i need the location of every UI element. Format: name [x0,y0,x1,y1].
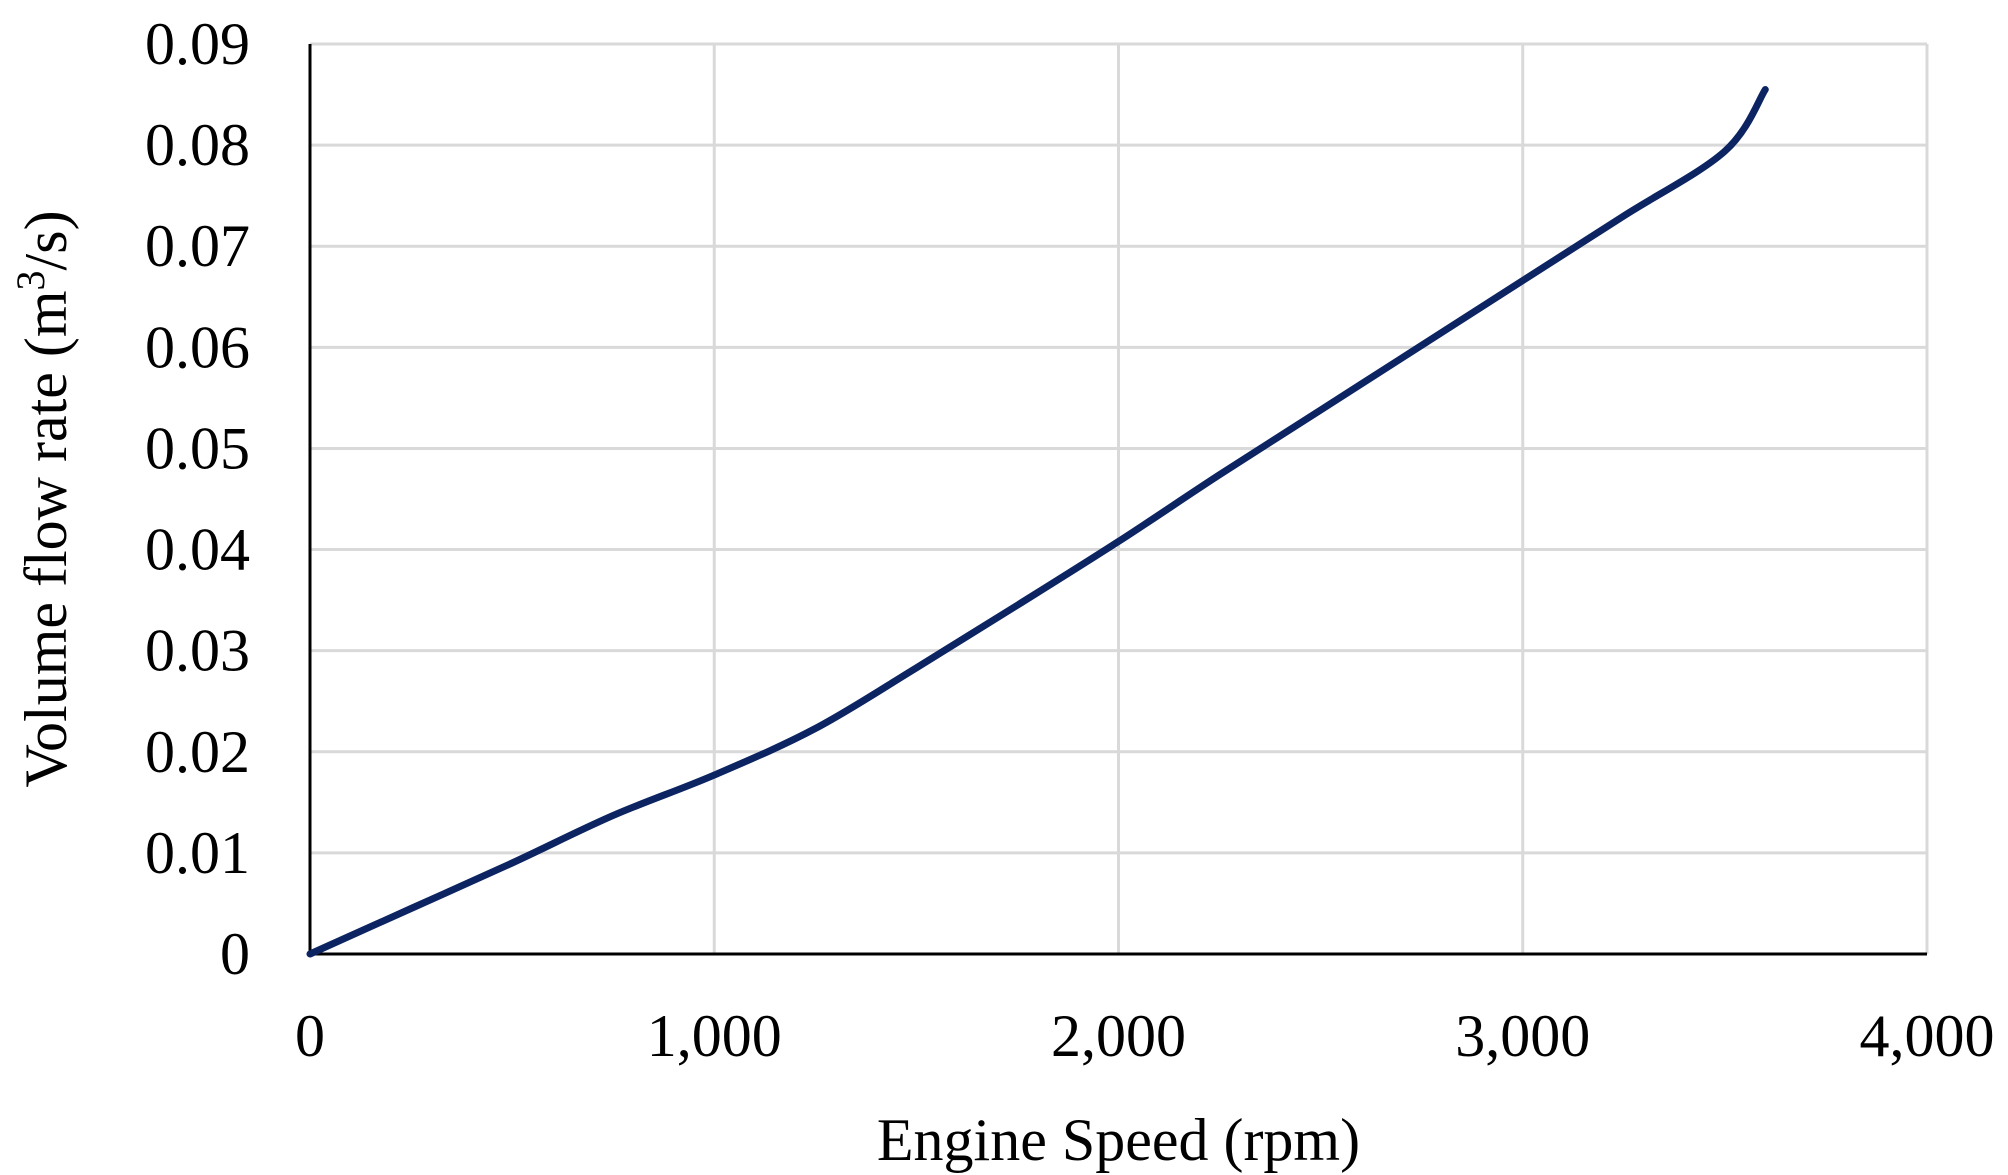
x-tick-label: 2,000 [1051,1003,1186,1069]
y-tick-label: 0.04 [145,517,250,583]
x-axis-title: Engine Speed (rpm) [877,1107,1360,1173]
y-tick-label: 0.07 [145,213,250,279]
y-tick-label: 0.09 [145,11,250,77]
grid [310,42,1929,954]
y-axis-title: Volume flow rate (m3/s) [8,210,79,787]
y-tick-label: 0.02 [145,719,250,785]
x-tick-label: 0 [295,1003,325,1069]
y-tick-label: 0.01 [145,820,250,886]
series-line [306,86,1769,958]
y-axis-title-prefix: Volume flow rate (m [13,290,79,787]
y-tick-label: 0 [220,921,250,987]
x-tick-label: 1,000 [647,1003,782,1069]
y-tick-label: 0.08 [145,112,250,178]
y-axis-title-superscript: 3 [8,270,53,290]
axes [308,44,1927,956]
y-tick-label: 0.06 [145,314,250,380]
series-layer [306,86,1769,958]
y-tick-label: 0.03 [145,618,250,684]
x-tick-label: 3,000 [1455,1003,1590,1069]
x-tick-label: 4,000 [1860,1003,1995,1069]
y-axis-title-suffix: /s) [13,210,79,270]
tick-labels: 0 0.01 0.02 0.03 0.04 0.05 0.06 0.07 0.08 0.09 0 1,… [145,11,1995,1069]
y-tick-label: 0.05 [145,415,250,481]
